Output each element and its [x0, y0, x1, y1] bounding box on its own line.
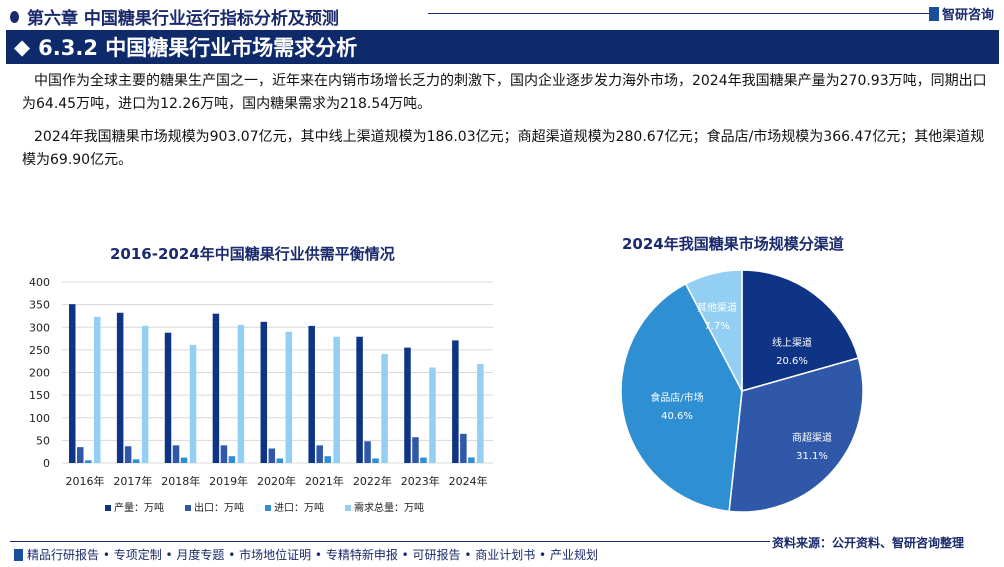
x-tick-label: 2021年 [305, 474, 344, 488]
pie-slice [684, 269, 743, 392]
pie-slice [620, 282, 743, 513]
logo-icon [928, 6, 939, 21]
slice-label: 线上渠道 [772, 336, 812, 349]
bar-需求总量：万吨 [141, 325, 149, 463]
section-title: 6.3.2 中国糖果行业市场需求分析 [38, 36, 358, 60]
bar-进口：万吨 [85, 460, 92, 463]
footer-services: 精品行研报告 • 专项定制 • 月度专题 • 市场地位证明 • 专精特新申报 •… [14, 546, 598, 563]
paragraph-2: 2024年我国糖果市场规模为903.07亿元，其中线上渠道规模为186.03亿元… [22, 129, 985, 168]
bar-出口：万吨 [124, 446, 132, 463]
y-tick-label: 100 [29, 412, 50, 425]
legend-swatch [265, 505, 271, 511]
bar-出口：万吨 [316, 445, 323, 463]
footer-divider [10, 541, 770, 542]
x-tick-label: 2018年 [161, 474, 200, 488]
slice-percent: 20.6% [776, 356, 808, 367]
bar-产量：万吨 [404, 347, 411, 463]
x-tick-label: 2023年 [401, 474, 440, 488]
bar-需求总量：万吨 [429, 367, 436, 463]
bar-出口：万吨 [460, 433, 467, 463]
bar-需求总量：万吨 [477, 364, 484, 463]
bar-需求总量：万吨 [285, 331, 293, 463]
pie-chart-title: 2024年我国糖果市场规模分渠道 [622, 235, 844, 253]
bar-chart: 0 50 100 150 200 250 300 350 400 2016年 2017年 2018年 2… [29, 276, 493, 514]
legend-label: 出口：万吨 [194, 501, 244, 514]
diamond-icon: ◆ [14, 35, 31, 59]
bar-产量：万吨 [260, 321, 268, 463]
bar-出口：万吨 [220, 445, 228, 463]
bar-进口：万吨 [372, 458, 379, 463]
bar-进口：万吨 [420, 457, 427, 463]
bar-产量：万吨 [116, 312, 124, 463]
logo-text: 智研咨询 [941, 8, 994, 23]
logo: 智研咨询 [928, 4, 994, 23]
bar-出口：万吨 [77, 447, 84, 463]
pie-slice [728, 357, 864, 513]
x-tick-label: 2017年 [113, 474, 152, 488]
legend-label: 需求总量：万吨 [354, 501, 424, 514]
bar-产量：万吨 [164, 332, 172, 463]
y-tick-label: 250 [29, 344, 50, 357]
legend-swatch [105, 505, 111, 511]
y-tick-label: 200 [29, 367, 50, 380]
section-banner: ◆ 6.3.2 中国糖果行业市场需求分析 [6, 30, 999, 64]
x-tick-label: 2016年 [66, 474, 105, 488]
y-tick-label: 0 [43, 457, 50, 470]
y-tick-label: 150 [29, 389, 50, 402]
slice-label: 其他渠道 [697, 301, 737, 314]
bar-出口：万吨 [412, 437, 419, 463]
x-tick-label: 2024年 [449, 474, 488, 488]
bar-产量：万吨 [308, 325, 315, 463]
bar-chart-title: 2016-2024年中国糖果行业供需平衡情况 [110, 245, 395, 263]
x-tick-label: 2019年 [209, 474, 248, 488]
slice-percent: 7.7% [704, 321, 729, 332]
x-tick-label: 2022年 [353, 474, 392, 488]
slice-percent: 31.1% [796, 451, 828, 462]
bar-需求总量：万吨 [237, 324, 245, 463]
x-tick-label: 2020年 [257, 474, 296, 488]
legend-label: 进口：万吨 [274, 501, 324, 514]
bar-进口：万吨 [132, 459, 140, 463]
bar-进口：万吨 [228, 456, 236, 463]
bar-产量：万吨 [212, 313, 220, 463]
bar-出口：万吨 [364, 441, 371, 463]
source-note: 资料来源：公开资料、智研咨询整理 [772, 536, 965, 550]
bar-出口：万吨 [268, 448, 276, 463]
bar-需求总量：万吨 [381, 353, 388, 463]
bar-产量：万吨 [356, 336, 363, 463]
paragraph-1: 中国作为全球主要的糖果生产国之一，近年来在内销市场增长乏力的刺激下，国内企业逐步… [22, 73, 987, 112]
bar-需求总量：万吨 [333, 336, 340, 463]
bar-进口：万吨 [180, 457, 188, 463]
legend-label: 产量：万吨 [114, 501, 164, 514]
pie-slice [741, 269, 860, 392]
bar-进口：万吨 [468, 457, 475, 463]
slice-percent: 40.6% [661, 411, 693, 422]
bullet-icon [10, 10, 19, 23]
bar-产量：万吨 [69, 304, 76, 463]
bar-需求总量：万吨 [94, 316, 101, 463]
bar-产量：万吨 [452, 340, 459, 463]
y-tick-label: 400 [29, 276, 50, 289]
chapter-text: 第六章 中国糖果行业运行指标分析及预测 [27, 9, 339, 29]
y-tick-label: 50 [36, 434, 50, 447]
y-tick-label: 350 [29, 299, 50, 312]
logo-icon [14, 548, 23, 561]
slice-label: 商超渠道 [792, 431, 832, 444]
divider [428, 13, 938, 14]
bar-进口：万吨 [276, 458, 284, 463]
bar-出口：万吨 [172, 445, 180, 463]
bar-需求总量：万吨 [189, 344, 197, 463]
bar-进口：万吨 [324, 456, 331, 463]
y-tick-label: 300 [29, 321, 50, 334]
pie-chart: 线上渠道 20.6% 商超渠道 31.1% 食品店/市场 40.6% 其他渠道 7.7% [620, 269, 864, 513]
legend-swatch [185, 505, 191, 511]
slice-label: 食品店/市场 [650, 391, 703, 404]
legend-swatch [345, 505, 351, 511]
chapter-title: 第六章 中国糖果行业运行指标分析及预测 [10, 4, 339, 29]
services-text: 精品行研报告 • 专项定制 • 月度专题 • 市场地位证明 • 专精特新申报 •… [27, 548, 598, 562]
